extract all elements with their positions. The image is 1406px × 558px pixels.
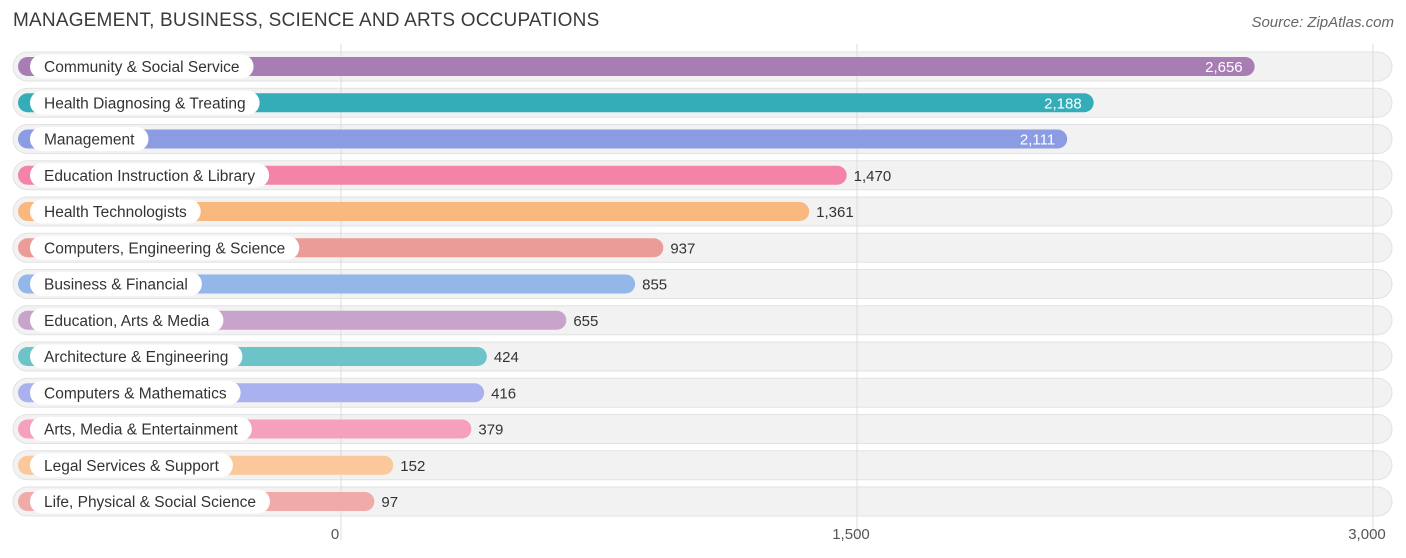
value-label: 2,188 — [1044, 95, 1082, 112]
bar — [18, 93, 1094, 113]
category-label-pill — [30, 90, 260, 115]
category-label: Education Instruction & Library — [44, 168, 255, 185]
category-label-pill — [30, 163, 270, 188]
category-label-pill — [30, 272, 202, 296]
value-label: 655 — [573, 313, 598, 330]
category-label: Management — [44, 132, 135, 149]
category-label: Life, Physical & Social Science — [44, 494, 256, 511]
category-label: Education, Arts & Media — [44, 313, 210, 330]
category-label: Health Technologists — [44, 204, 187, 221]
value-label: 1,361 — [816, 204, 854, 221]
value-label: 152 — [400, 458, 425, 475]
category-label-pill — [30, 199, 201, 224]
category-label: Arts, Media & Entertainment — [44, 422, 239, 439]
value-label: 416 — [491, 385, 516, 402]
category-label: Health Diagnosing & Treating — [44, 95, 246, 112]
category-label-pill — [30, 380, 241, 405]
bar — [18, 129, 1068, 149]
source-label: Source: ZipAtlas.com — [1251, 14, 1394, 31]
value-label: 1,470 — [854, 168, 892, 185]
value-label: 937 — [670, 240, 695, 257]
category-label-pill — [30, 54, 254, 79]
bar — [18, 57, 1255, 76]
category-label-pill — [30, 489, 270, 514]
value-label: 2,111 — [1020, 132, 1055, 149]
value-label: 379 — [478, 422, 503, 439]
bar — [18, 202, 810, 221]
value-label: 855 — [642, 277, 667, 294]
value-label: 2,656 — [1205, 59, 1243, 76]
x-tick-label: 3,000 — [1348, 526, 1386, 543]
category-label: Business & Financial — [44, 277, 188, 294]
chart-title: MANAGEMENT, BUSINESS, SCIENCE AND ARTS O… — [13, 10, 600, 31]
category-label: Computers & Mathematics — [44, 385, 227, 402]
category-label-pill — [30, 235, 300, 260]
category-label: Community & Social Service — [44, 59, 240, 76]
category-label-pill — [30, 453, 233, 478]
category-label: Legal Services & Support — [44, 458, 220, 475]
x-tick-label: 0 — [331, 526, 339, 543]
x-tick-label: 1,500 — [832, 526, 870, 543]
category-label: Architecture & Engineering — [44, 349, 228, 366]
category-label: Computers, Engineering & Science — [44, 240, 285, 257]
category-label-pill — [30, 344, 243, 369]
category-label-pill — [30, 127, 149, 151]
category-label-pill — [30, 308, 224, 333]
value-label: 97 — [381, 494, 398, 511]
category-label-pill — [30, 417, 252, 441]
value-label: 424 — [494, 349, 519, 366]
